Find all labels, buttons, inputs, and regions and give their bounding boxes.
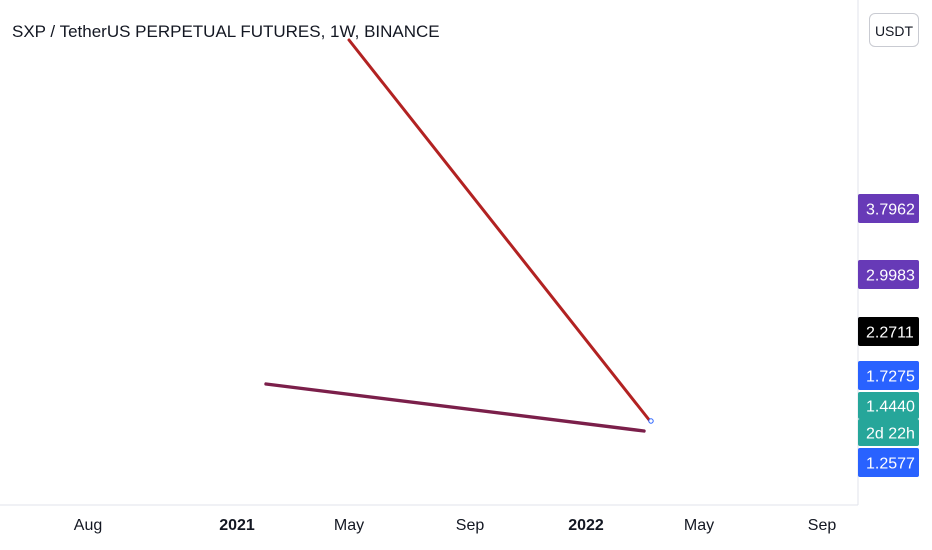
x-axis: Aug 2021 May Sep 2022 May Sep [74, 517, 837, 534]
price-tag-bg [858, 194, 919, 223]
price-tag-label: 1.7275 [866, 369, 915, 386]
x-tick-label-5: May [684, 517, 714, 534]
chart-title: SXP / TetherUS PERPETUAL FUTURES, 1W, BI… [12, 22, 440, 41]
price-tag-label: 2.9983 [866, 268, 915, 285]
price-tag-label: 2.2711 [866, 325, 914, 342]
price-tag-bg [858, 260, 919, 289]
price-tag-6: 1.2577 [858, 448, 919, 477]
price-tag-label: 3.7962 [866, 202, 915, 219]
price-tag-1: 2.9983 [858, 260, 919, 289]
price-tag-0: 3.7962 [858, 194, 919, 223]
trendline-upper [347, 38, 652, 423]
price-tags: 3.7962 2.9983 2.2711 1.7275 1.4440 2d 22h 1.25… [858, 194, 919, 477]
x-tick-label-2: May [334, 517, 364, 534]
price-tag-4: 1.4440 [858, 392, 919, 419]
price-tag-bg [858, 317, 919, 346]
price-tag-3: 1.7275 [858, 361, 919, 390]
trendlines [264, 38, 654, 433]
trendline-lower [264, 382, 646, 433]
x-tick-label-0: Aug [74, 517, 102, 534]
price-tag-5: 2d 22h [858, 419, 919, 446]
x-tick-label-4: 2022 [568, 517, 604, 534]
price-tag-label: 1.2577 [866, 456, 915, 473]
price-tag-bg [858, 448, 919, 477]
price-tag-label: 2d 22h [866, 426, 915, 443]
trendline-handle [648, 418, 654, 424]
price-tag-bg [858, 361, 919, 390]
price-tag-bg [858, 392, 919, 419]
x-tick-label-1: 2021 [219, 517, 255, 534]
x-tick-label-3: Sep [456, 517, 485, 534]
price-tag-label: 1.4440 [866, 399, 915, 416]
price-tag-2: 2.2711 [858, 317, 919, 346]
x-tick-label-6: Sep [808, 517, 837, 534]
price-tag-bg [858, 419, 919, 446]
currency-button[interactable]: USDT [869, 13, 919, 47]
